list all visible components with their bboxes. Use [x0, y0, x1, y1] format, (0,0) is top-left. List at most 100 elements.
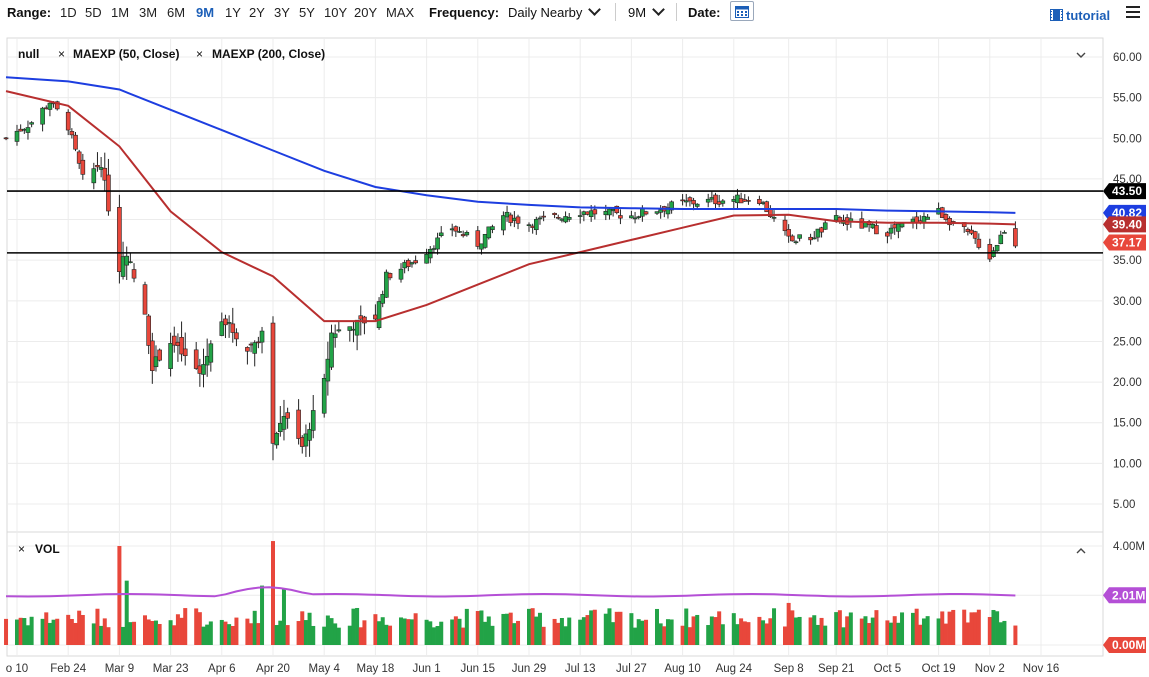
remove-ma2-icon[interactable]: ×	[196, 47, 203, 61]
volume-bar	[859, 618, 864, 645]
volume-bar	[40, 618, 45, 645]
range-20y[interactable]: 20Y	[354, 5, 378, 20]
volume-bar	[22, 618, 27, 645]
volume-bar	[179, 617, 184, 645]
remove-vol-icon[interactable]: ×	[18, 542, 25, 556]
volume-bar	[73, 622, 78, 645]
volume-bar	[311, 625, 316, 645]
range-6m[interactable]: 6M	[167, 5, 186, 20]
volume-legend: × VOL	[18, 542, 1086, 556]
price-tick-label: 20.00	[1113, 377, 1142, 389]
range-10y[interactable]: 10Y	[324, 5, 348, 20]
candle-body	[281, 416, 287, 430]
range-2y[interactable]: 2Y	[249, 5, 265, 20]
time-tick-label: Jul 13	[565, 663, 596, 675]
volume-bar	[746, 622, 751, 645]
candle-body	[131, 269, 137, 279]
price-tick-label: 10.00	[1113, 458, 1142, 470]
time-tick-label: Feb 24	[50, 663, 86, 675]
range-1m[interactable]: 1M	[111, 5, 130, 20]
time-tick-label: o 10	[6, 663, 28, 675]
candle-body	[939, 207, 945, 218]
period-select[interactable]: 9M	[628, 3, 665, 20]
candle-body	[899, 223, 905, 228]
range-max[interactable]: MAX	[386, 5, 415, 20]
period-value: 9M	[628, 5, 647, 20]
volume-bar	[18, 617, 23, 645]
remove-ma1-icon[interactable]: ×	[58, 47, 65, 61]
range-5d[interactable]: 5D	[85, 5, 102, 20]
candle-body	[153, 356, 159, 368]
main-legend: null × MAEXP (50, Close) × MAEXP (200, C…	[18, 47, 1086, 61]
time-tick-label: Mar 23	[153, 663, 189, 675]
volume-bar	[541, 626, 546, 645]
candle-body	[95, 165, 100, 168]
volume-bar	[197, 612, 202, 645]
volume-bar	[797, 616, 802, 645]
time-tick-label: Aug 24	[716, 663, 753, 675]
volume-bar	[29, 616, 34, 645]
candle-body	[607, 208, 612, 216]
volume-ma-badge: 2.01M	[1112, 588, 1145, 602]
candle-body	[537, 217, 543, 220]
volume-bar	[965, 622, 970, 645]
candle-body	[994, 244, 1000, 252]
volume-bar	[336, 627, 341, 645]
price-tick-label: 30.00	[1113, 296, 1142, 308]
candle-body	[54, 101, 60, 110]
price-badge-ma200: 40.82	[1112, 206, 1142, 220]
volume-bar	[384, 624, 389, 645]
range-5y[interactable]: 5Y	[299, 5, 315, 20]
range-3y[interactable]: 3Y	[274, 5, 290, 20]
expand-chevron-icon[interactable]	[1076, 548, 1086, 554]
candle-body	[171, 335, 177, 346]
candle-body	[592, 209, 598, 215]
candle-body	[40, 107, 45, 125]
volume-bar	[951, 609, 956, 645]
volume-bar	[249, 623, 254, 645]
candle-body	[245, 347, 250, 352]
volume-bar	[15, 619, 19, 645]
candle-body	[14, 130, 20, 142]
candle-body	[413, 260, 418, 264]
collapse-chevron-icon[interactable]	[1076, 52, 1086, 58]
range-1d[interactable]: 1D	[60, 5, 77, 20]
volume-bar	[399, 617, 403, 645]
candle-body	[325, 358, 331, 382]
volume-bar	[55, 618, 60, 645]
range-9m[interactable]: 9M	[196, 5, 215, 20]
hamburger-menu-icon[interactable]	[1126, 6, 1140, 18]
volume-bar	[256, 623, 261, 645]
film-icon	[1050, 9, 1063, 21]
candle-body	[310, 410, 316, 431]
legend-vol: VOL	[35, 542, 60, 556]
volume-bar	[91, 623, 96, 645]
candle-body	[25, 127, 31, 133]
volume-bar	[121, 626, 126, 645]
date-picker-button[interactable]	[730, 1, 754, 21]
tutorial-link[interactable]: tutorial	[1050, 8, 1110, 23]
frequency-select[interactable]: Daily Nearby	[508, 3, 602, 20]
candle-body	[555, 216, 561, 219]
volume-bar	[768, 618, 773, 645]
volume-bar	[808, 617, 813, 645]
volume-bar	[655, 608, 659, 645]
time-tick-label: Mar 9	[105, 663, 134, 675]
time-tick-label: Oct 19	[922, 663, 956, 675]
volume-bar	[925, 616, 930, 645]
range-1y[interactable]: 1Y	[225, 5, 241, 20]
price-tick-label: 25.00	[1113, 336, 1142, 348]
volume-bar	[764, 623, 769, 645]
volume-bar	[307, 612, 312, 645]
volume-bar	[51, 619, 56, 645]
volume-bar	[479, 610, 484, 645]
candle-body	[270, 322, 276, 444]
range-3m[interactable]: 3M	[139, 5, 158, 20]
volume-bar	[658, 623, 663, 645]
volume-bar	[168, 620, 173, 645]
volume-bar	[947, 611, 952, 645]
candle-body	[69, 131, 75, 136]
indicator-lines	[5, 76, 1103, 598]
volume-bar	[552, 618, 557, 645]
